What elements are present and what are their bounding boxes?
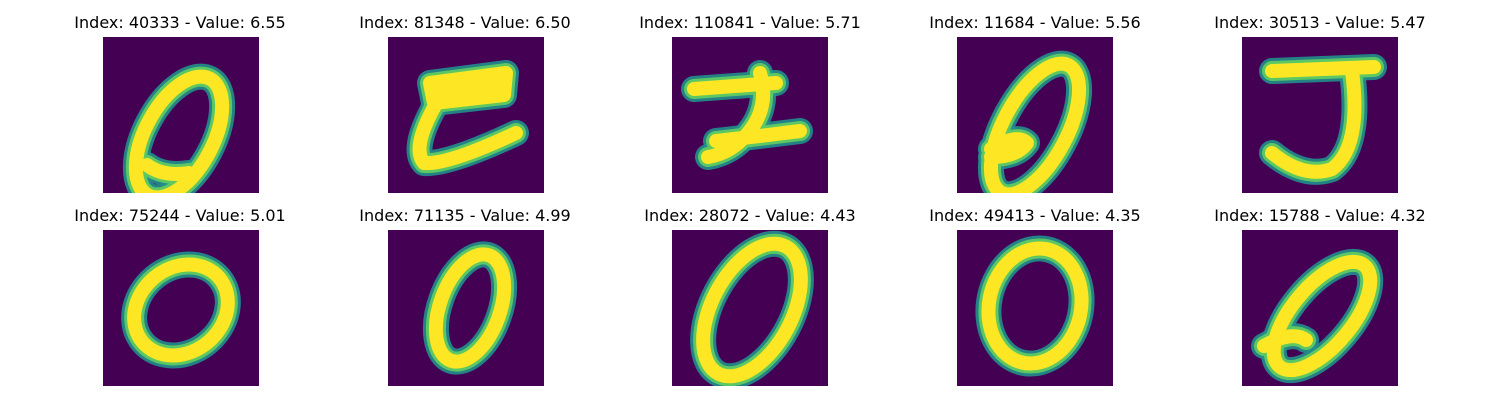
panel-title: Index: 81348 - Value: 6.50 [359,13,571,32]
digit-stroke [984,132,1034,164]
panel-title: Index: 11684 - Value: 5.56 [929,13,1141,32]
panel-title: Index: 30513 - Value: 5.47 [1214,13,1426,32]
digit-panel [103,37,259,193]
digit-image [957,37,1113,193]
digit-stroke [981,241,1089,371]
digit-stroke [1266,254,1378,378]
digit-panel [672,230,828,386]
digit-stroke [140,158,196,181]
panel-title: Index: 15788 - Value: 4.32 [1214,206,1426,225]
digit-image [672,230,828,386]
digit-image [388,230,544,386]
digit-stroke [128,69,230,193]
digit-stroke [412,90,523,171]
panel-title: Index: 110841 - Value: 5.71 [639,13,861,32]
digit-panel [957,37,1113,193]
digit-image [1242,230,1398,386]
digit-panel [1242,37,1398,193]
digit-panel [1242,230,1398,386]
panel-title: Index: 40333 - Value: 6.55 [74,13,286,32]
digit-image [103,230,259,386]
digit-image [388,37,544,193]
digit-stroke [709,124,807,148]
panel-title: Index: 75244 - Value: 5.01 [74,206,286,225]
digit-stroke [127,257,235,363]
digit-stroke [696,236,808,384]
digit-panel [672,37,828,193]
digit-panel [957,230,1113,386]
panel-title: Index: 28072 - Value: 4.43 [644,206,856,225]
digit-stroke [983,56,1087,193]
digit-stroke [428,247,512,369]
digit-panel [388,37,544,193]
digit-stroke [1265,64,1362,179]
image-background [388,37,544,193]
panel-title: Index: 49413 - Value: 4.35 [929,206,1141,225]
digit-image [672,37,828,193]
digit-panel [388,230,544,386]
digit-image [1242,37,1398,193]
digit-image [103,37,259,193]
digit-stroke [1257,329,1313,353]
digit-image [957,230,1113,386]
digit-panel [103,230,259,386]
panel-title: Index: 71135 - Value: 4.99 [359,206,571,225]
